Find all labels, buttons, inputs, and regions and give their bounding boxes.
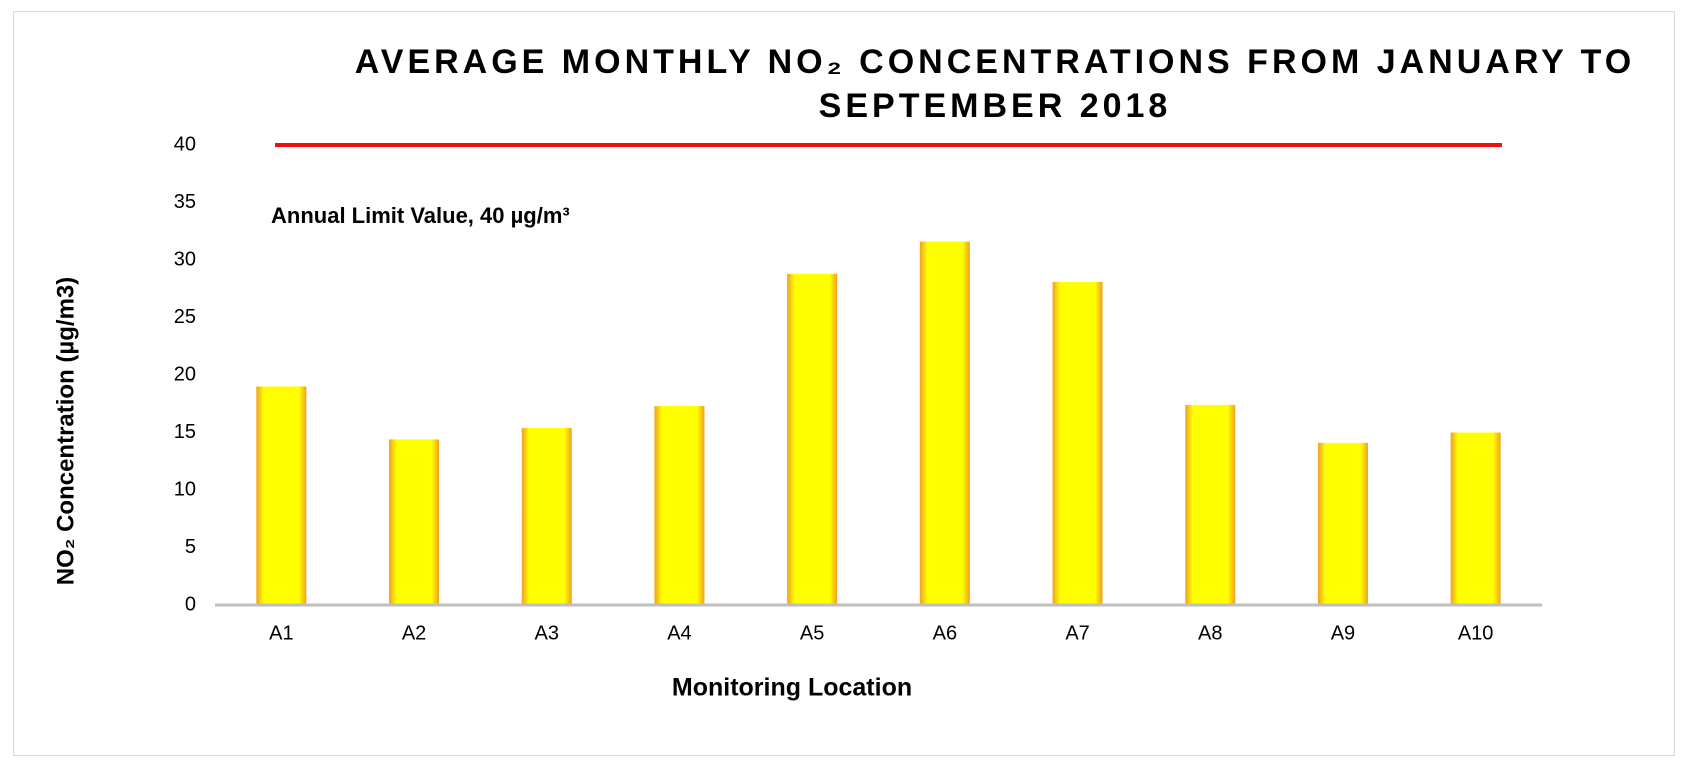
y-tick-label: 15 bbox=[174, 421, 196, 443]
bar bbox=[389, 439, 440, 605]
y-tick-label: 20 bbox=[174, 363, 196, 385]
x-tick-label: A10 bbox=[1458, 622, 1494, 644]
bar bbox=[787, 273, 838, 605]
x-axis-label: Monitoring Location bbox=[672, 674, 912, 702]
bar bbox=[919, 241, 970, 605]
y-tick-label: 5 bbox=[185, 536, 196, 558]
x-tick-label: A7 bbox=[1065, 622, 1089, 644]
bar bbox=[654, 406, 705, 605]
x-tick-label: A3 bbox=[535, 622, 559, 644]
x-tick-label: A2 bbox=[402, 622, 426, 644]
bar bbox=[1185, 404, 1236, 605]
bar bbox=[256, 386, 307, 605]
y-tick-label: 40 bbox=[174, 133, 196, 155]
x-tick-label: A5 bbox=[800, 622, 824, 644]
x-tick-label: A1 bbox=[269, 622, 293, 644]
y-tick-label: 35 bbox=[174, 191, 196, 213]
bar bbox=[1317, 442, 1368, 605]
x-tick-label: A8 bbox=[1198, 622, 1222, 644]
y-tick-label: 0 bbox=[185, 593, 196, 615]
chart-frame bbox=[13, 11, 1675, 756]
bar bbox=[1052, 281, 1103, 605]
y-tick-label: 30 bbox=[174, 248, 196, 270]
limit-label: Annual Limit Value, 40 µg/m³ bbox=[271, 203, 570, 228]
bar bbox=[521, 427, 572, 605]
y-tick-label: 25 bbox=[174, 306, 196, 328]
x-tick-label: A9 bbox=[1331, 622, 1355, 644]
y-tick-label: 10 bbox=[174, 478, 196, 500]
x-tick-label: A6 bbox=[933, 622, 957, 644]
chart-title: AVERAGE MONTHLY NO₂ CONCENTRATIONS FROM … bbox=[354, 43, 1636, 125]
x-tick-label: A4 bbox=[667, 622, 691, 644]
y-axis-label: NO₂ Concentration (µg/m3) bbox=[52, 277, 79, 586]
bar bbox=[1450, 432, 1501, 605]
